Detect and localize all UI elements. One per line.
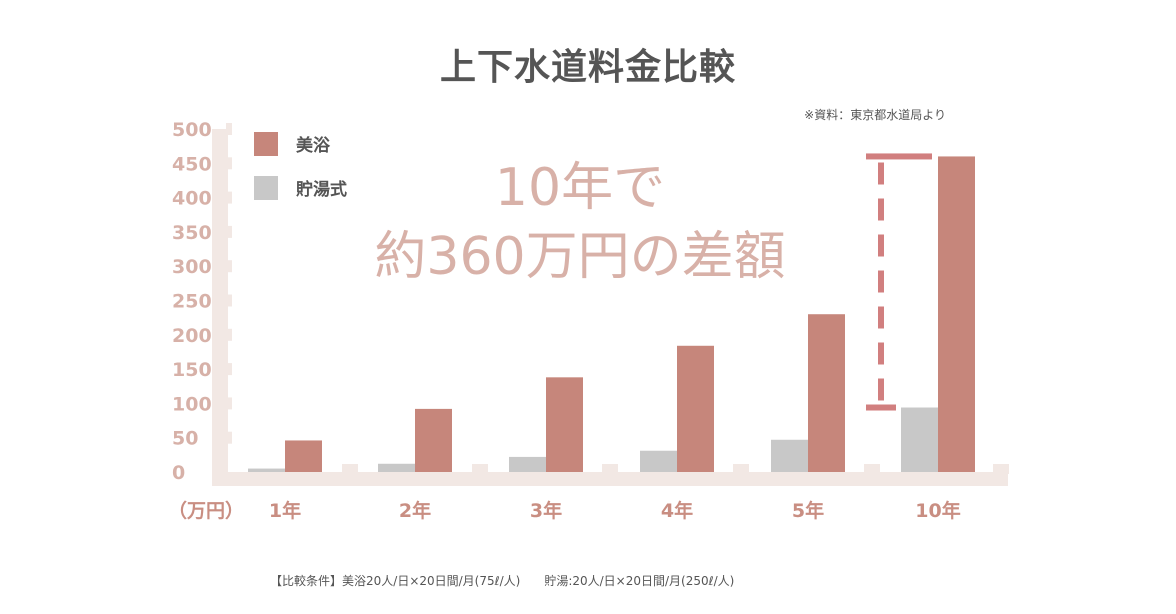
bar-chotou: [509, 456, 546, 472]
y-tick-mark: [226, 363, 232, 376]
y-tick-label: 250: [172, 291, 212, 313]
bars: [248, 156, 975, 472]
difference-marker: [866, 153, 932, 411]
y-tick-mark: [226, 157, 232, 170]
legend-swatch-beyoku: [254, 132, 278, 156]
x-tick-label: 4年: [661, 499, 693, 522]
legend-label-chotou: 貯湯式: [296, 179, 347, 200]
y-tick-label: 50: [172, 428, 198, 450]
y-tick-mark: [226, 328, 232, 341]
callout-line-2: 約360万円の差額: [374, 227, 785, 287]
x-tick-label: 5年: [792, 499, 824, 522]
y-tick-label: 200: [172, 325, 212, 347]
legend-swatch-chotou: [254, 176, 278, 200]
x-axis-ticks: 1年 2年 3年 4年 5年 10年: [269, 499, 961, 522]
y-tick-label: 500: [172, 119, 212, 141]
marker-top-cap: [866, 153, 932, 160]
axis-bands: [212, 123, 1009, 486]
bar-chotou: [248, 468, 285, 472]
y-tick-mark: [226, 397, 232, 410]
y-axis-ticks: 0 50 100 150 200 250 300 350 400 450 500: [172, 119, 212, 484]
bar-beyoku: [808, 314, 845, 472]
category-separator: [472, 464, 488, 474]
bar-chotou: [640, 450, 677, 472]
y-axis-band: [212, 129, 228, 472]
callout-line-1: 10年で: [495, 158, 665, 218]
y-tick-mark: [226, 123, 232, 135]
y-tick-mark: [226, 431, 232, 444]
y-tick-mark: [226, 225, 232, 238]
legend-label-beyoku: 美浴: [296, 135, 331, 156]
x-tick-label: 2年: [399, 499, 431, 522]
y-tick-label: 400: [172, 188, 212, 210]
y-tick-mark: [226, 294, 232, 307]
x-tick-label: 10年: [915, 499, 960, 522]
comparison-conditions: 【比較条件】美浴20人/日×20日間/月(75ℓ/人) 貯湯:20人/日×20日…: [270, 574, 735, 588]
y-tick-label: 350: [172, 222, 212, 244]
category-separator: [342, 464, 358, 474]
y-tick-label: 300: [172, 256, 212, 278]
source-note: ※資料：東京都水道局より: [804, 108, 946, 122]
chart-title: 上下水道料金比較: [439, 47, 736, 88]
category-separator: [993, 464, 1009, 474]
category-separator: [733, 464, 749, 474]
y-tick-label: 0: [172, 462, 185, 484]
bar-beyoku: [415, 408, 452, 472]
legend: 美浴 貯湯式: [254, 132, 347, 200]
bar-chotou: [901, 407, 938, 472]
category-separator: [864, 464, 880, 474]
y-tick-label: 150: [172, 359, 212, 381]
y-tick-mark: [226, 260, 232, 273]
bar-beyoku: [285, 440, 322, 472]
bar-beyoku: [938, 156, 975, 472]
y-unit-label: （万円）: [168, 499, 244, 522]
x-tick-label: 1年: [269, 499, 301, 522]
bar-beyoku: [546, 377, 583, 472]
x-axis-band: [212, 472, 1008, 486]
marker-bottom-cap: [866, 404, 896, 411]
y-tick-label: 100: [172, 393, 212, 415]
category-separator: [602, 464, 618, 474]
y-tick-mark: [226, 191, 232, 204]
bar-beyoku: [677, 345, 714, 472]
bar-chotou: [378, 463, 415, 472]
bar-chotou: [771, 439, 808, 472]
y-tick-label: 450: [172, 153, 212, 175]
x-tick-label: 3年: [530, 499, 562, 522]
